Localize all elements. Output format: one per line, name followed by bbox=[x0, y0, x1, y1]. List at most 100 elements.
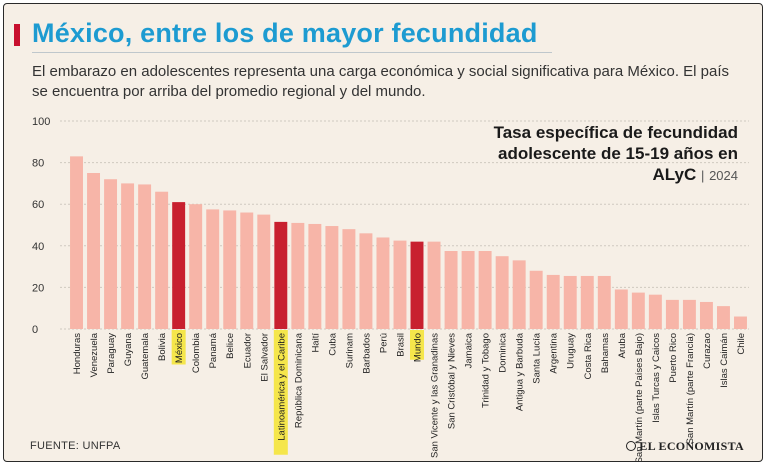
x-tick-label: San Cristóbal y Nieves bbox=[447, 333, 458, 429]
bar bbox=[376, 237, 390, 329]
bar bbox=[189, 204, 203, 329]
x-tick-label: Barbados bbox=[361, 333, 372, 374]
bar bbox=[495, 256, 509, 329]
bar bbox=[614, 289, 628, 329]
x-tick-label: Surinam bbox=[344, 333, 355, 368]
bar bbox=[734, 316, 747, 329]
bar bbox=[699, 301, 713, 329]
x-tick-label: Mundo bbox=[413, 333, 424, 362]
bar bbox=[87, 173, 101, 329]
x-tick-label: San Martín (parte Países Bajo) bbox=[634, 333, 645, 462]
bar bbox=[631, 292, 645, 329]
chart-legend: Tasa específica de fecundidad adolescent… bbox=[438, 122, 738, 186]
brand-logo: EL ECONOMISTA bbox=[626, 439, 744, 454]
bar bbox=[529, 270, 543, 329]
y-tick-label: 100 bbox=[32, 116, 50, 128]
legend-separator: | bbox=[700, 168, 705, 183]
bar bbox=[359, 233, 373, 329]
x-tick-label: República Dominicana bbox=[293, 332, 304, 428]
source-note: FUENTE: UNFPA bbox=[30, 440, 121, 452]
x-tick-label: Antigua y Barbuda bbox=[515, 332, 526, 411]
x-tick-label: Uruguay bbox=[566, 333, 577, 369]
bar bbox=[546, 274, 560, 329]
bar bbox=[393, 240, 407, 329]
x-tick-label: Haití bbox=[310, 333, 321, 353]
brand-name: EL ECONOMISTA bbox=[639, 439, 744, 453]
bar bbox=[563, 275, 577, 329]
x-tick-label: Islas Turcas y Caicos bbox=[651, 333, 662, 423]
chart-card: México, entre los de mayor fecundidad El… bbox=[3, 3, 763, 462]
x-tick-label: El Salvador bbox=[259, 333, 270, 382]
x-tick-label: Colombia bbox=[191, 332, 202, 373]
x-tick-label: Belice bbox=[225, 333, 236, 359]
bar bbox=[427, 241, 441, 329]
x-tick-label: México bbox=[174, 333, 185, 363]
bar bbox=[512, 260, 526, 329]
chart-title: México, entre los de mayor fecundidad bbox=[32, 18, 538, 48]
x-tick-label: San Vicente y las Granadinas bbox=[430, 333, 441, 458]
y-tick-label: 40 bbox=[32, 241, 44, 253]
x-tick-label: Perú bbox=[378, 333, 389, 353]
legend-year: 2024 bbox=[709, 168, 738, 183]
x-tick-label: San Martín (parte Francia) bbox=[685, 333, 696, 444]
x-tick-label: Guatemala bbox=[140, 332, 151, 379]
bar-chart: 0 20 40 60 80 100 Honduras Venezuela Paraguay Guy… bbox=[32, 116, 749, 462]
chart-subtitle: El embarazo en adolescentes representa u… bbox=[32, 63, 730, 100]
bar bbox=[716, 306, 730, 329]
bar bbox=[308, 223, 322, 329]
x-tick-label: Aruba bbox=[617, 332, 628, 358]
title-divider bbox=[32, 52, 552, 53]
bar bbox=[172, 202, 186, 329]
bar bbox=[70, 156, 83, 329]
bar bbox=[597, 275, 611, 329]
x-tick-label: Honduras bbox=[72, 333, 83, 374]
x-tick-label: Santa Lucía bbox=[532, 332, 543, 383]
legend-line-1: Tasa específica de fecundidad bbox=[493, 123, 738, 142]
bar bbox=[580, 275, 594, 329]
x-tick-label: Dominica bbox=[498, 332, 509, 372]
y-tick-label: 80 bbox=[32, 158, 44, 170]
legend-line-2: adolescente de 15-19 años en bbox=[498, 144, 738, 163]
x-tick-label: Jamaica bbox=[464, 332, 475, 368]
bar bbox=[461, 251, 475, 329]
x-tick-label: Ecuador bbox=[242, 333, 253, 368]
legend-line-3: ALyC bbox=[652, 165, 697, 184]
x-tick-label: Cuba bbox=[327, 332, 338, 355]
bar bbox=[223, 210, 237, 329]
bar bbox=[121, 183, 135, 329]
x-tick-label: Argentina bbox=[549, 332, 560, 373]
highlight-label-bg bbox=[273, 330, 288, 455]
x-tick-label: Latinoamérica y el Caribe bbox=[276, 333, 287, 441]
x-tick-label: Chile bbox=[736, 333, 747, 355]
bar bbox=[104, 179, 118, 329]
x-tick-label: Brasil bbox=[395, 333, 406, 357]
bar bbox=[325, 226, 339, 329]
x-tick-label: Panamá bbox=[208, 332, 219, 368]
bar bbox=[478, 251, 492, 329]
x-tick-label: Venezuela bbox=[89, 332, 100, 377]
bar bbox=[155, 191, 169, 329]
bar bbox=[257, 214, 271, 329]
bar bbox=[274, 221, 288, 329]
x-tick-label: Trinidad y Tobago bbox=[481, 333, 492, 408]
bar bbox=[665, 299, 679, 329]
bar bbox=[138, 184, 152, 329]
x-tick-label: Bahamas bbox=[600, 333, 611, 373]
bar bbox=[410, 241, 424, 329]
x-tick-label: Puerto Rico bbox=[668, 333, 679, 383]
title-accent-bar bbox=[14, 24, 20, 46]
x-tick-label: Guyana bbox=[123, 332, 134, 366]
y-tick-label: 0 bbox=[32, 324, 38, 336]
brand-mark-icon bbox=[626, 441, 637, 451]
highlight-label-bg bbox=[410, 330, 425, 360]
y-tick-label: 20 bbox=[32, 282, 44, 294]
x-tick-label: Curazao bbox=[702, 333, 713, 369]
bar bbox=[342, 229, 356, 329]
x-tick-label: Bolivia bbox=[157, 332, 168, 361]
bar bbox=[648, 294, 662, 329]
bar bbox=[682, 299, 696, 329]
y-tick-label: 60 bbox=[32, 199, 44, 211]
bar bbox=[240, 212, 254, 329]
bar bbox=[206, 209, 220, 329]
bar bbox=[444, 251, 458, 329]
